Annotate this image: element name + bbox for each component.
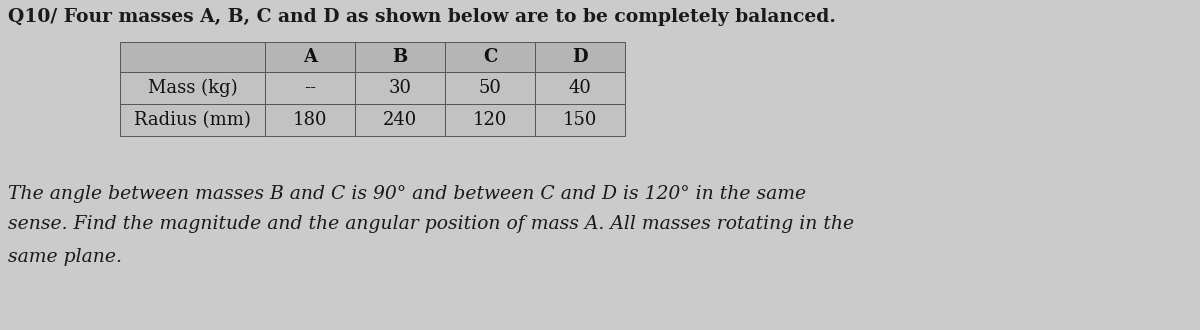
Text: A: A xyxy=(302,48,317,66)
Text: 180: 180 xyxy=(293,111,328,129)
Text: 30: 30 xyxy=(389,79,412,97)
Bar xyxy=(355,104,445,136)
Text: 120: 120 xyxy=(473,111,508,129)
Bar xyxy=(355,42,445,72)
Text: 40: 40 xyxy=(569,79,592,97)
Bar xyxy=(535,42,625,72)
Bar xyxy=(445,72,535,104)
Text: Mass (kg): Mass (kg) xyxy=(148,79,238,97)
Text: --: -- xyxy=(304,79,316,97)
Bar xyxy=(120,104,265,136)
Text: same plane.: same plane. xyxy=(8,248,122,266)
Bar xyxy=(535,104,625,136)
Text: sense. Find the magnitude and the angular position of mass A. All masses rotatin: sense. Find the magnitude and the angula… xyxy=(8,215,854,233)
Text: 50: 50 xyxy=(479,79,502,97)
Bar xyxy=(445,104,535,136)
Bar xyxy=(265,104,355,136)
Text: 150: 150 xyxy=(563,111,598,129)
Text: B: B xyxy=(392,48,408,66)
Bar xyxy=(445,42,535,72)
Text: 240: 240 xyxy=(383,111,418,129)
Bar xyxy=(120,72,265,104)
Bar xyxy=(355,72,445,104)
Bar xyxy=(265,42,355,72)
Bar xyxy=(120,42,265,72)
Text: Q10/ Four masses A, B, C and D as shown below are to be completely balanced.: Q10/ Four masses A, B, C and D as shown … xyxy=(8,8,836,26)
Text: D: D xyxy=(572,48,588,66)
Text: Radius (mm): Radius (mm) xyxy=(134,111,251,129)
Text: The angle between masses B and C is 90° and between C and D is 120° in the same: The angle between masses B and C is 90° … xyxy=(8,185,806,203)
Text: C: C xyxy=(482,48,497,66)
Bar xyxy=(265,72,355,104)
Bar xyxy=(535,72,625,104)
